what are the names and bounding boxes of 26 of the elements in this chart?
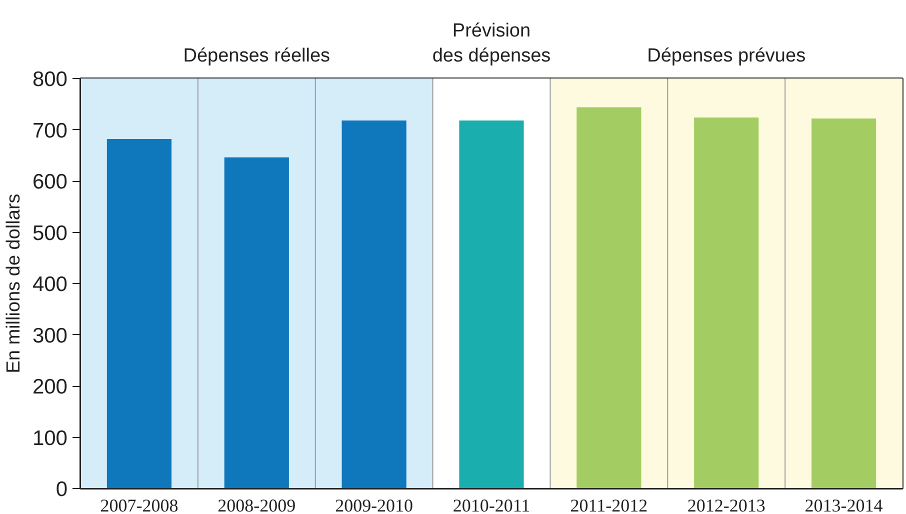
y-tick-label: 700 (32, 119, 68, 142)
x-tick-label: 2008-2009 (218, 496, 296, 514)
y-tick-label: 0 (56, 478, 68, 501)
bar (811, 118, 876, 488)
y-axis-title: En millions de dollars (3, 194, 24, 374)
x-tick-label: 2012-2013 (687, 496, 766, 514)
bar (106, 138, 172, 488)
x-tick-label: 2009-2010 (335, 496, 414, 514)
x-tick-label: 2011-2012 (570, 496, 648, 514)
x-tick-label: 2007-2008 (100, 496, 178, 514)
y-tick-label: 400 (32, 273, 68, 296)
band-label: Dépenses réelles (183, 46, 330, 66)
y-tick-label: 100 (32, 426, 68, 450)
y-tick-label: 800 (32, 68, 68, 91)
y-tick-label: 500 (32, 222, 68, 245)
y-tick-label: 600 (32, 170, 68, 194)
band-label: Dépenses prévues (647, 46, 806, 66)
x-tick-label: 2013-2014 (804, 496, 883, 514)
x-tick-label: 2010-2011 (452, 496, 530, 514)
bar (224, 157, 289, 488)
bar (576, 107, 642, 488)
bar (342, 120, 406, 488)
y-tick-label: 200 (32, 376, 68, 398)
y-tick-label: 300 (32, 324, 68, 348)
band-label: Prévision des dépenses (432, 20, 551, 66)
bar (694, 117, 759, 488)
